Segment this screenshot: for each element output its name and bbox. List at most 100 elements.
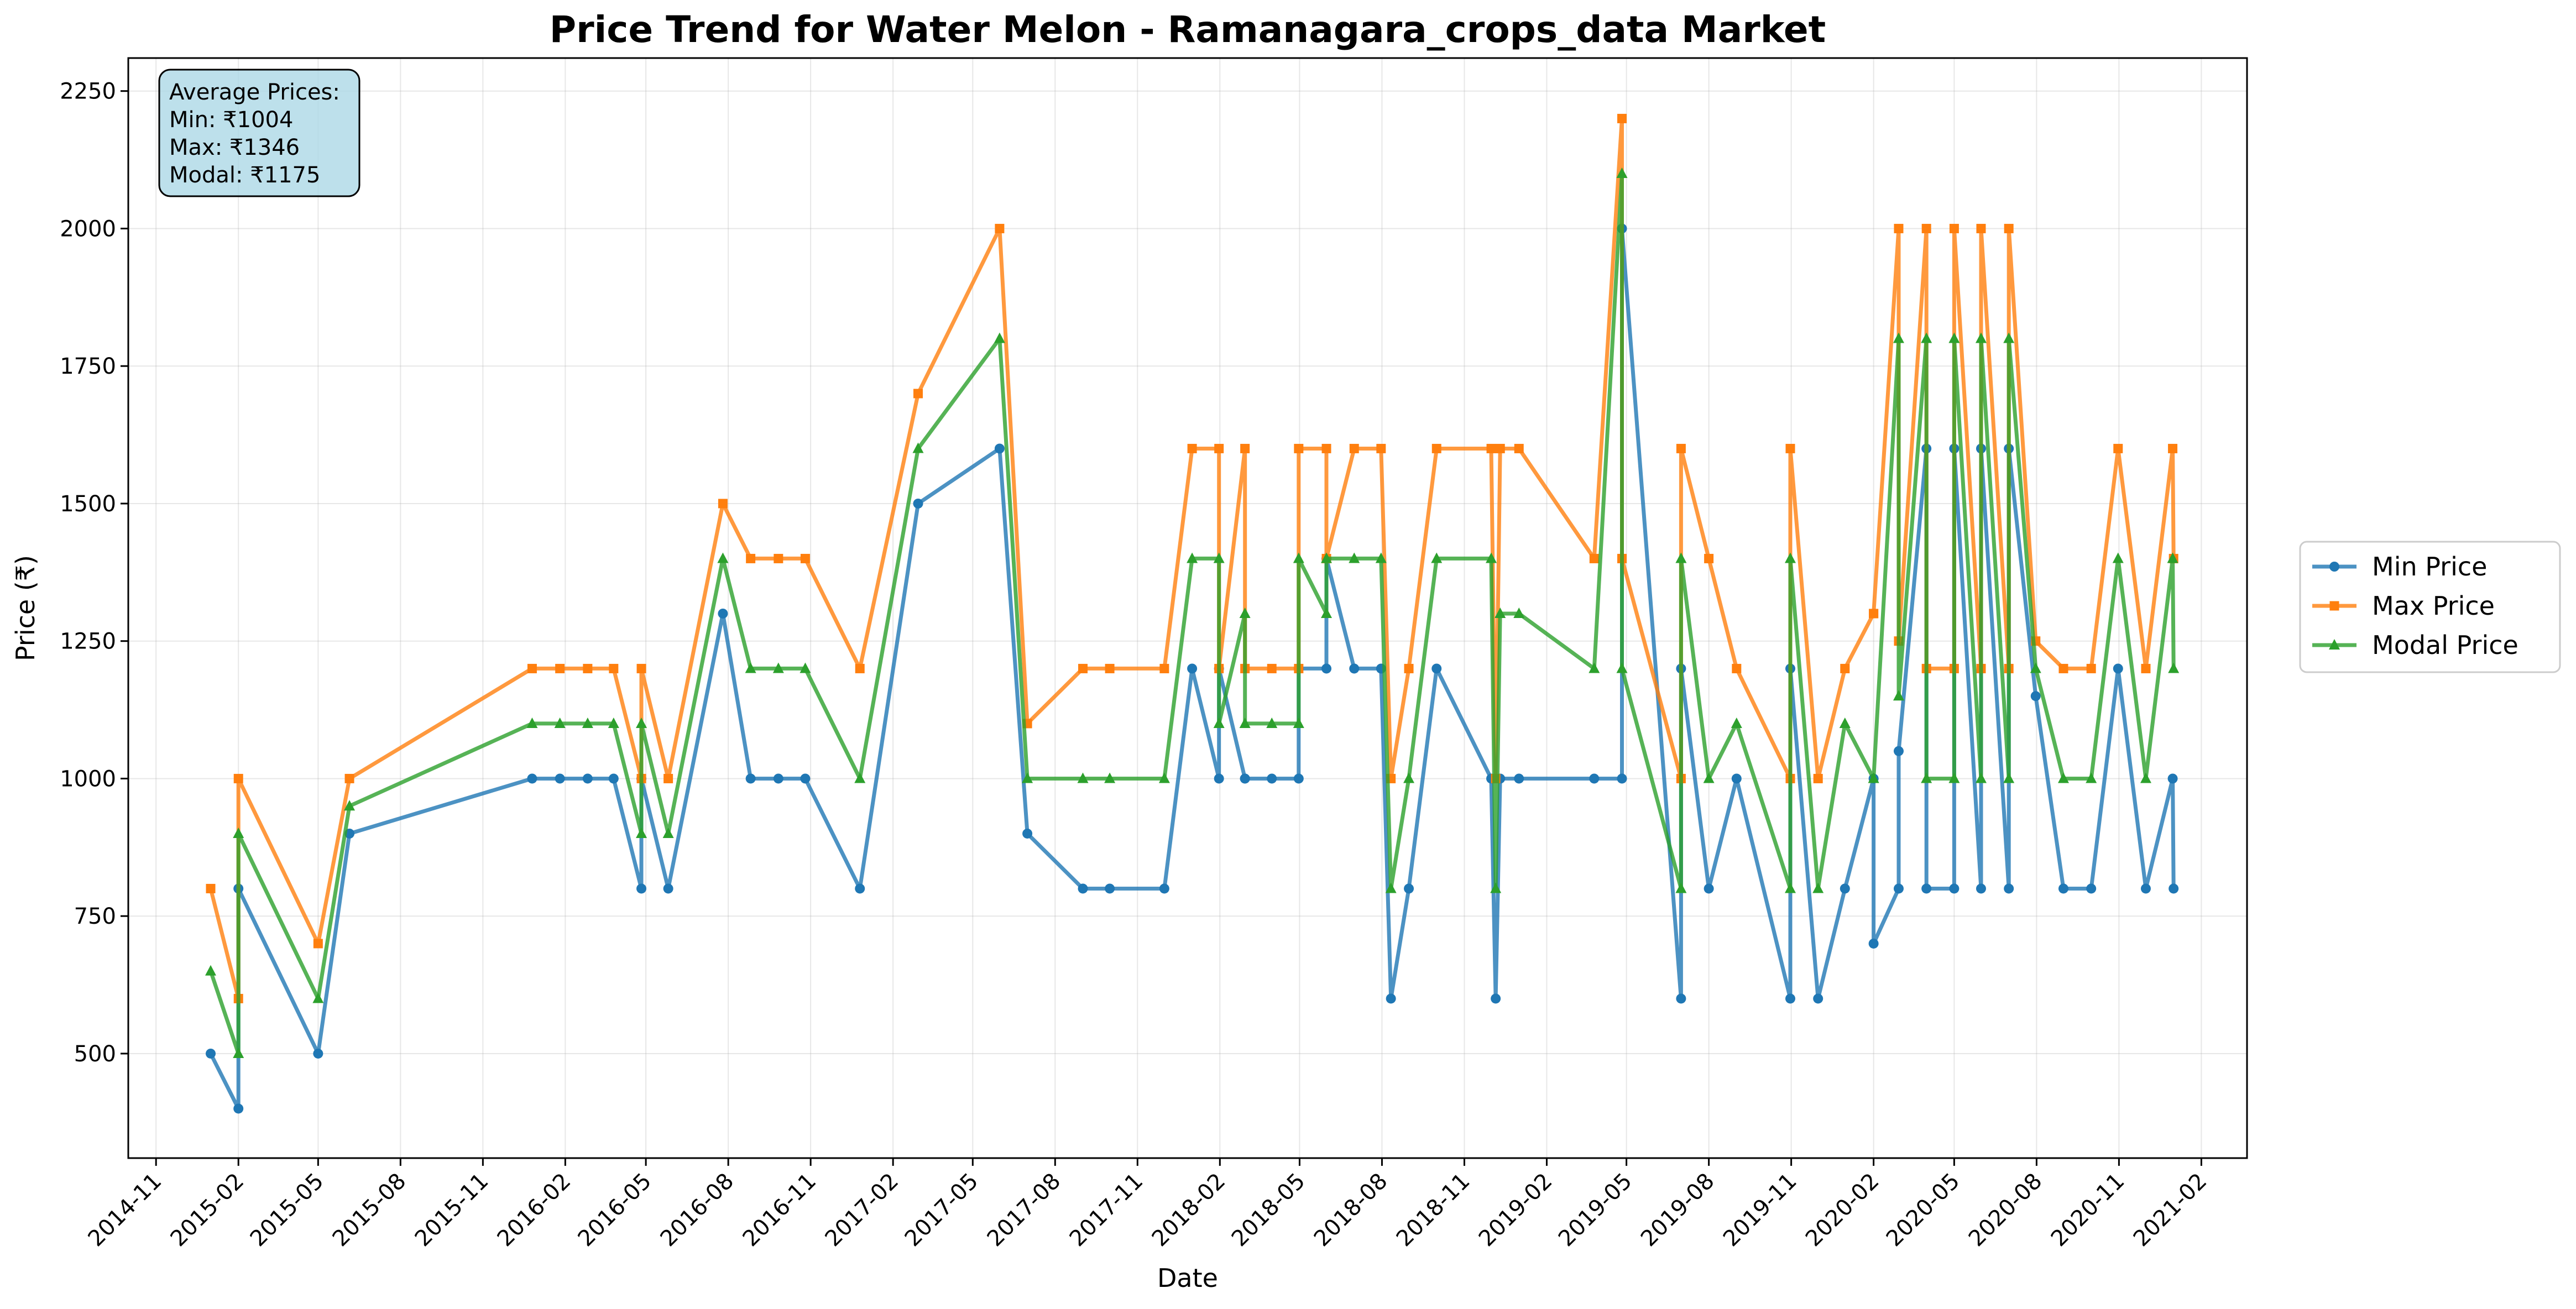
modal-price-point <box>1731 717 1742 728</box>
max-price-point <box>1159 663 1169 673</box>
modal-price-point <box>2112 552 2124 563</box>
modal-price-point <box>1239 607 1251 618</box>
min-price-point <box>1731 773 1742 784</box>
min-price-point <box>2030 691 2041 701</box>
plot-frame <box>127 57 2248 1159</box>
max-price-point <box>1617 113 1627 123</box>
legend-label: Modal Price <box>2372 630 2518 660</box>
min-price-point <box>1617 773 1627 784</box>
modal-price-point <box>344 800 356 811</box>
modal-price-point <box>1495 607 1506 618</box>
max-price-point <box>1349 443 1359 453</box>
modal-price-point <box>1839 717 1851 728</box>
modal-price-point <box>1266 717 1278 728</box>
min-price-point <box>2058 883 2068 894</box>
modal-price-point <box>636 827 647 838</box>
min-price-point <box>1105 883 1115 894</box>
min-price-point <box>2167 773 2178 784</box>
y-tick-label: 2000 <box>60 216 116 242</box>
max-price-point <box>774 553 783 563</box>
max-price-point <box>206 883 216 893</box>
min-price-point <box>800 773 811 784</box>
min-price-point <box>2169 883 2179 894</box>
min-price-point <box>608 773 619 784</box>
legend-item-max-price: Max Price <box>2312 591 2495 621</box>
modal-price-point <box>1486 552 1497 563</box>
max-price-point <box>1495 443 1505 453</box>
max-price-point <box>1105 663 1115 673</box>
min-price-point <box>1404 883 1414 894</box>
modal-price-point <box>1948 332 1960 343</box>
y-tick-label: 1000 <box>60 766 116 792</box>
min-price-point <box>994 443 1005 454</box>
y-tick-label: 2250 <box>60 79 116 104</box>
min-price-point <box>1813 993 1823 1004</box>
legend-label: Min Price <box>2372 552 2487 582</box>
max-price-point <box>1589 553 1599 563</box>
min-price-point <box>1321 663 1332 674</box>
modal-price-point <box>1513 607 1525 618</box>
min-price-point <box>2086 883 2097 894</box>
min-price-point <box>1785 993 1795 1004</box>
max-price-point <box>1267 663 1277 673</box>
modal-price-series <box>205 167 2180 1058</box>
average-prices-box-background <box>158 69 360 197</box>
modal-price-point <box>1431 552 1443 563</box>
legend: Min Price Max Price Modal Price <box>2299 541 2561 673</box>
modal-price-point <box>233 827 244 838</box>
min-price-point <box>1921 883 1932 894</box>
average-modal-price: Modal: ₹1175 <box>169 163 320 188</box>
legend-item-modal-price: Modal Price <box>2312 630 2518 660</box>
modal-price-point <box>662 827 674 838</box>
max-price-point <box>1187 443 1197 453</box>
max-price-point <box>2058 663 2068 673</box>
legend-item-min-price: Min Price <box>2312 552 2487 582</box>
min-price-point <box>1022 828 1033 839</box>
modal-price-point <box>2057 772 2069 783</box>
max-price-point <box>1894 223 1904 233</box>
modal-price-point <box>1385 882 1397 893</box>
y-tick-label: 1250 <box>60 629 116 654</box>
modal-price-point <box>1403 772 1415 783</box>
modal-price-point <box>2030 662 2041 673</box>
max-price-point <box>1676 443 1686 453</box>
modal-price-point <box>854 772 866 783</box>
modal-price-point <box>772 662 784 673</box>
max-price-point <box>1078 663 1088 673</box>
min-price-point <box>1240 773 1250 784</box>
max-price-point <box>1240 443 1250 453</box>
max-price-point <box>2141 663 2151 673</box>
max-price-point <box>1404 663 1414 673</box>
modal-price-point <box>2086 772 2097 783</box>
modal-price-point <box>1921 772 1932 783</box>
max-price-point <box>2086 663 2096 673</box>
chart-title: Price Trend for Water Melon - Ramanagara… <box>550 8 1826 51</box>
max-price-point <box>995 223 1005 233</box>
modal-price-point <box>554 717 566 728</box>
modal-price-point <box>1158 772 1170 783</box>
y-tick-label: 500 <box>74 1041 116 1067</box>
max-price-point <box>1321 443 1331 453</box>
max-price-point <box>855 663 865 673</box>
max-price-point <box>609 663 619 673</box>
modal-price-point <box>1675 552 1687 563</box>
max-price-point <box>1376 443 1386 453</box>
min-price-point <box>1868 938 1879 949</box>
max-price-point <box>555 663 565 673</box>
min-price-point <box>1187 663 1198 674</box>
max-price-point <box>2168 443 2178 453</box>
min-price-point <box>1704 883 1714 894</box>
min-price-point <box>773 773 783 784</box>
y-tick-label: 1750 <box>60 354 116 379</box>
max-price-point <box>2113 443 2123 453</box>
y-axis-label: Price (₹) <box>11 555 40 661</box>
modal-price-point <box>1293 717 1304 728</box>
y-tick-label: 1500 <box>60 491 116 517</box>
min-price-point <box>1514 773 1524 784</box>
max-price-point <box>1813 773 1823 783</box>
min-price-point <box>233 1103 244 1114</box>
min-price-point <box>1676 993 1686 1004</box>
modal-price-point <box>608 717 619 728</box>
modal-price-point <box>1784 552 1796 563</box>
modal-price-point <box>582 717 593 728</box>
